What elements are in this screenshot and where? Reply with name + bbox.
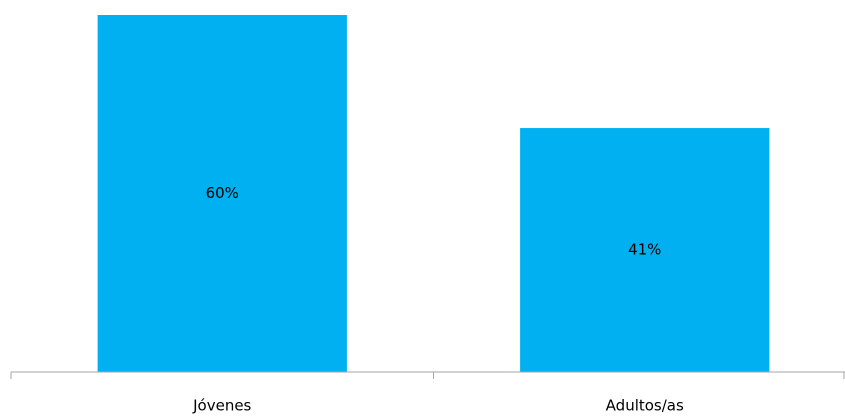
- category-label-0: Jóvenes: [192, 397, 251, 415]
- x-axis-ticks: [10, 372, 845, 379]
- bar-0: [97, 15, 347, 372]
- bar-value-label-1: 41%: [628, 241, 661, 259]
- bars-group: [97, 15, 770, 372]
- category-labels-group: Jóvenes Adultos/as: [192, 397, 684, 415]
- category-label-1: Adultos/as: [606, 397, 684, 415]
- data-labels-group: 60% 41%: [206, 184, 662, 259]
- bar-value-label-0: 60%: [206, 184, 239, 202]
- bar-1: [520, 128, 770, 372]
